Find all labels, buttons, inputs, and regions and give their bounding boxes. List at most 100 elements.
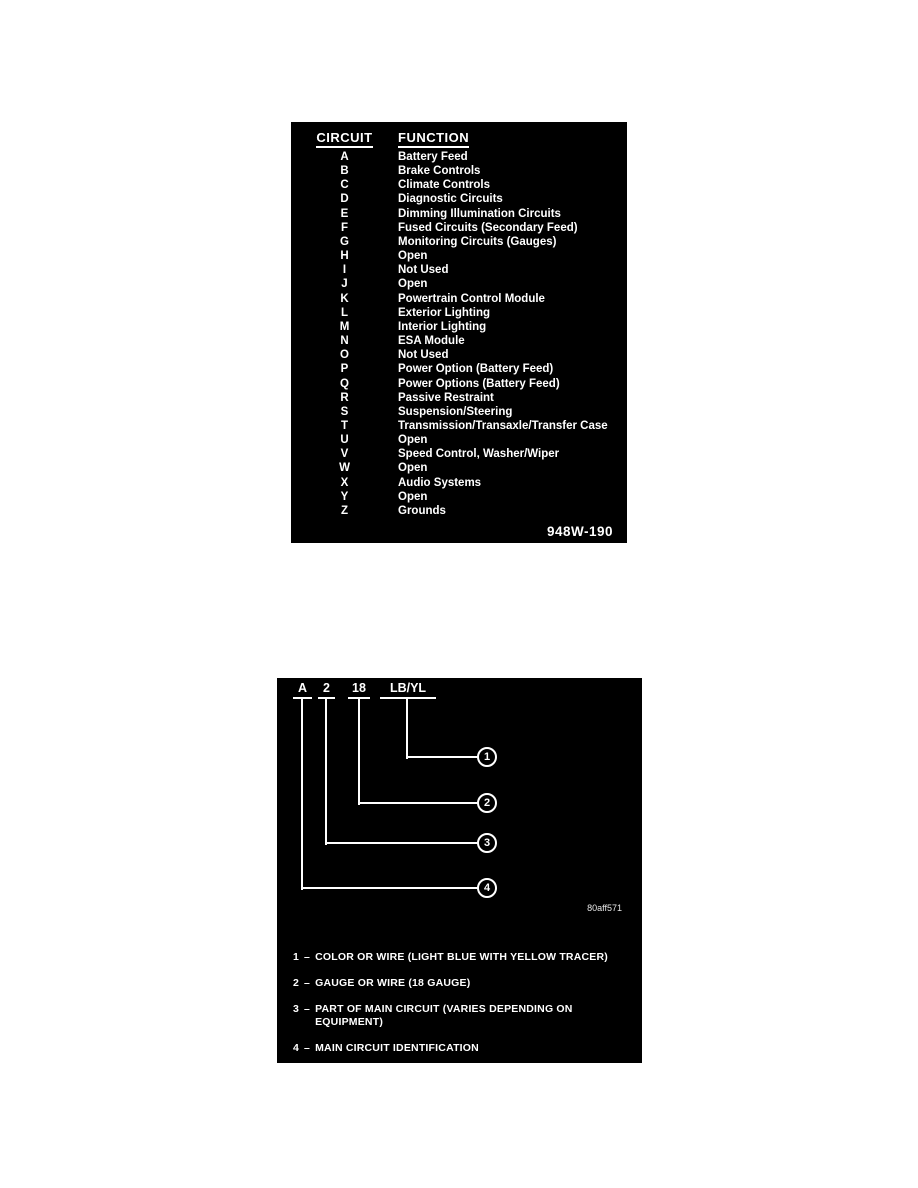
circuit-letter-cell: T bbox=[340, 419, 349, 432]
circuit-letter-cell: G bbox=[340, 235, 349, 248]
circuit-function-cell: Audio Systems bbox=[398, 476, 482, 489]
table-row: F Fused Circuits (Secondary Feed) bbox=[291, 221, 627, 235]
circuit-letter-cell: M bbox=[339, 320, 350, 333]
table-row: Q Power Options (Battery Feed) bbox=[291, 377, 627, 391]
column-header-function: FUNCTION bbox=[398, 130, 627, 148]
circuit-function-cell: Open bbox=[398, 434, 428, 447]
circuit-letter-cell: Q bbox=[340, 377, 349, 390]
table-row: D Diagnostic Circuits bbox=[291, 192, 627, 206]
table-row: P Power Option (Battery Feed) bbox=[291, 362, 627, 376]
circuit-function-cell: Passive Restraint bbox=[398, 391, 494, 404]
circuit-table-rows: A Battery Feed B Brake Controls C Climat… bbox=[291, 150, 627, 518]
figure-code-diagram: 80aff571 bbox=[587, 903, 622, 913]
table-row: H Open bbox=[291, 249, 627, 263]
wire-code-main-circuit-label: A bbox=[293, 681, 312, 699]
legend-item-text: PART OF MAIN CIRCUIT (VARIES DEPENDING O… bbox=[315, 1003, 573, 1028]
table-row: B Brake Controls bbox=[291, 164, 627, 178]
circuit-letter-cell: R bbox=[340, 391, 349, 404]
circuit-letter-cell: E bbox=[340, 207, 349, 220]
circuit-letter-cell: I bbox=[342, 264, 347, 277]
callout-2-vertical-line bbox=[358, 698, 360, 805]
circuit-function-cell: Battery Feed bbox=[398, 151, 468, 163]
circuit-function-cell: Fused Circuits (Secondary Feed) bbox=[398, 221, 578, 234]
table-row: G Monitoring Circuits (Gauges) bbox=[291, 235, 627, 249]
table-row: S Suspension/Steering bbox=[291, 405, 627, 419]
circuit-function-cell: ESA Module bbox=[398, 335, 465, 348]
table-row: N ESA Module bbox=[291, 334, 627, 348]
column-header-circuit: CIRCUIT bbox=[291, 130, 398, 148]
legend-item-text: COLOR OR WIRE (LIGHT BLUE WITH YELLOW TR… bbox=[315, 951, 608, 963]
table-row: J Open bbox=[291, 277, 627, 291]
circuit-letter-cell: S bbox=[340, 405, 349, 418]
callout-1-vertical-line bbox=[406, 698, 408, 759]
callout-3-horizontal-line bbox=[325, 842, 479, 844]
circuit-function-cell: Speed Control, Washer/Wiper bbox=[398, 448, 560, 461]
legend-item-text: GAUGE OR WIRE (18 GAUGE) bbox=[315, 977, 471, 989]
legend-item: 4 – MAIN CIRCUIT IDENTIFICATION bbox=[293, 1042, 634, 1055]
legend-item: 1 – COLOR OR WIRE (LIGHT BLUE WITH YELLO… bbox=[293, 951, 634, 964]
legend-item-number: 2 bbox=[293, 977, 300, 989]
circuit-letter-cell: O bbox=[340, 349, 349, 362]
callout-2-horizontal-line bbox=[358, 802, 479, 804]
circuit-letter-cell: U bbox=[340, 434, 349, 447]
circuit-function-cell: Suspension/Steering bbox=[398, 405, 513, 418]
table-row: V Speed Control, Washer/Wiper bbox=[291, 447, 627, 461]
circuit-function-cell: Power Option (Battery Feed) bbox=[398, 363, 554, 376]
diagram-legend: 1 – COLOR OR WIRE (LIGHT BLUE WITH YELLO… bbox=[293, 951, 634, 1068]
circuit-function-cell: Not Used bbox=[398, 264, 449, 277]
legend-item-number: 3 bbox=[293, 1003, 300, 1015]
callout-1-badge: 1 bbox=[477, 747, 497, 767]
circuit-letter-cell: Z bbox=[340, 504, 349, 517]
table-row: K Powertrain Control Module bbox=[291, 292, 627, 306]
table-row: R Passive Restraint bbox=[291, 391, 627, 405]
wire-code-part-of-circuit-label: 2 bbox=[318, 681, 335, 699]
figure-code-table: 948W-190 bbox=[546, 524, 613, 539]
circuit-function-cell: Not Used bbox=[398, 349, 449, 362]
circuit-letter-cell: A bbox=[340, 151, 349, 163]
table-row: A Battery Feed bbox=[291, 150, 627, 164]
table-row: W Open bbox=[291, 461, 627, 475]
circuit-letter-cell: N bbox=[340, 335, 349, 348]
circuit-letter-cell: L bbox=[340, 306, 349, 319]
circuit-function-cell: Monitoring Circuits (Gauges) bbox=[398, 235, 557, 248]
circuit-function-cell: Interior Lighting bbox=[398, 320, 487, 333]
circuit-function-cell: Open bbox=[398, 490, 428, 503]
callout-1-horizontal-line bbox=[406, 756, 479, 758]
table-row: T Transmission/Transaxle/Transfer Case bbox=[291, 419, 627, 433]
circuit-function-cell: Powertrain Control Module bbox=[398, 292, 545, 305]
circuit-function-cell: Open bbox=[398, 250, 428, 263]
circuit-letter-cell: D bbox=[340, 193, 349, 206]
callout-3-badge: 3 bbox=[477, 833, 497, 853]
table-row: E Dimming Illumination Circuits bbox=[291, 207, 627, 221]
table-row: I Not Used bbox=[291, 263, 627, 277]
circuit-function-cell: Dimming Illumination Circuits bbox=[398, 207, 561, 220]
table-row: C Climate Controls bbox=[291, 178, 627, 192]
circuit-letter-cell: C bbox=[340, 179, 349, 192]
wire-code-diagram-panel: A 2 18 LB/YL 1 2 3 4 80aff571 1 – COLOR … bbox=[277, 678, 642, 1063]
table-row: M Interior Lighting bbox=[291, 320, 627, 334]
legend-item: 3 – PART OF MAIN CIRCUIT (VARIES DEPENDI… bbox=[293, 1003, 634, 1029]
column-header-function-label: FUNCTION bbox=[398, 130, 470, 148]
table-row: X Audio Systems bbox=[291, 476, 627, 490]
legend-item-number: 1 bbox=[293, 951, 300, 963]
callout-2-badge: 2 bbox=[477, 793, 497, 813]
circuit-letter-cell: W bbox=[339, 462, 350, 475]
legend-item-text: MAIN CIRCUIT IDENTIFICATION bbox=[315, 1042, 479, 1054]
circuit-function-cell: Transmission/Transaxle/Transfer Case bbox=[398, 419, 608, 432]
legend-item-dash: – bbox=[304, 1042, 311, 1054]
circuit-function-cell: Exterior Lighting bbox=[398, 306, 490, 319]
circuit-letter-cell: B bbox=[340, 165, 349, 178]
circuit-letter-cell: F bbox=[340, 221, 349, 234]
callout-3-vertical-line bbox=[325, 698, 327, 845]
circuit-function-cell: Power Options (Battery Feed) bbox=[398, 377, 560, 390]
circuit-function-cell: Open bbox=[398, 462, 428, 475]
legend-item: 2 – GAUGE OR WIRE (18 GAUGE) bbox=[293, 977, 634, 990]
legend-item-number: 4 bbox=[293, 1042, 300, 1054]
table-row: Z Grounds bbox=[291, 504, 627, 518]
table-header-row: CIRCUIT FUNCTION bbox=[291, 130, 627, 148]
circuit-letter-cell: J bbox=[341, 278, 348, 291]
circuit-function-cell: Open bbox=[398, 278, 428, 291]
circuit-letter-cell: Y bbox=[340, 490, 349, 503]
column-header-circuit-label: CIRCUIT bbox=[316, 130, 373, 148]
